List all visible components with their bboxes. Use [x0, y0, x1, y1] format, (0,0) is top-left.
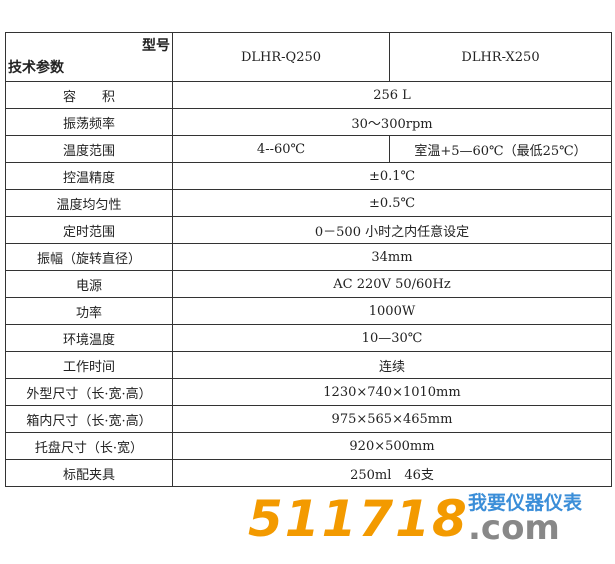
row-label: 功率	[5, 297, 173, 325]
row-label: 振幅（旋转直径）	[5, 243, 173, 271]
logo-chinese: 我要仪器仪表	[468, 492, 583, 514]
table-row: 电源 AC 220V 50/60Hz	[5, 270, 612, 298]
row-value: 34mm	[172, 243, 612, 271]
row-value: 30～300rpm	[172, 108, 612, 136]
row-value-x250: 室温+5—60℃（最低25℃）	[389, 135, 612, 163]
table-row: 箱内尺寸（长·宽·高） 975×565×465mm	[5, 405, 612, 433]
logo-domain: .com	[468, 508, 560, 548]
logo-number: 511718	[248, 490, 469, 548]
table-row: 托盘尺寸（长·宽） 920×500mm	[5, 432, 612, 460]
row-label: 标配夹具	[5, 459, 173, 487]
row-value: 1000W	[172, 297, 612, 325]
row-label: 环境温度	[5, 324, 173, 352]
table-row: 功率 1000W	[5, 297, 612, 325]
table-row: 振荡频率 30～300rpm	[5, 108, 612, 136]
row-value: AC 220V 50/60Hz	[172, 270, 612, 298]
header-corner-cell: 型号 技术参数	[5, 32, 173, 82]
row-value: 0－500 小时之内任意设定	[172, 216, 612, 244]
table-row: 温度均匀性 ±0.5℃	[5, 189, 612, 217]
model-label: 型号	[142, 38, 170, 54]
table-row: 温度范围 4--60℃ 室温+5—60℃（最低25℃）	[5, 135, 612, 163]
row-label: 托盘尺寸（长·宽）	[5, 432, 173, 460]
table-row: 定时范围 0－500 小时之内任意设定	[5, 216, 612, 244]
param-label: 技术参数	[8, 60, 64, 76]
model-q250: DLHR-Q250	[172, 32, 390, 82]
row-value-q250: 4--60℃	[172, 135, 390, 163]
table-row: 标配夹具 250ml 46支	[5, 459, 612, 487]
row-value: 连续	[172, 351, 612, 379]
row-value: ±0.5℃	[172, 189, 612, 217]
table-row: 振幅（旋转直径） 34mm	[5, 243, 612, 271]
row-value: 250ml 46支	[172, 459, 612, 487]
table-row: 外型尺寸（长·宽·高） 1230×740×1010mm	[5, 378, 612, 406]
row-value: 1230×740×1010mm	[172, 378, 612, 406]
header-row: 型号 技术参数 DLHR-Q250 DLHR-X250	[5, 32, 612, 82]
table-row: 工作时间 连续	[5, 351, 612, 379]
row-label: 箱内尺寸（长·宽·高）	[5, 405, 173, 433]
row-value: 975×565×465mm	[172, 405, 612, 433]
row-label: 控温精度	[5, 162, 173, 190]
row-value: ±0.1℃	[172, 162, 612, 190]
table-row: 容 积 256 L	[5, 81, 612, 109]
spec-table: 型号 技术参数 DLHR-Q250 DLHR-X250 容 积 256 L 振荡频率…	[5, 32, 612, 487]
model-x250: DLHR-X250	[389, 32, 612, 82]
row-value: 920×500mm	[172, 432, 612, 460]
row-label: 温度均匀性	[5, 189, 173, 217]
row-label: 容 积	[5, 81, 173, 109]
table-row: 控温精度 ±0.1℃	[5, 162, 612, 190]
row-label: 外型尺寸（长·宽·高）	[5, 378, 173, 406]
row-label: 定时范围	[5, 216, 173, 244]
row-label: 电源	[5, 270, 173, 298]
watermark-logo: 511718 我要仪器仪表 .com	[248, 490, 598, 550]
row-label: 温度范围	[5, 135, 173, 163]
row-label: 振荡频率	[5, 108, 173, 136]
row-label: 工作时间	[5, 351, 173, 379]
row-value: 10—30℃	[172, 324, 612, 352]
row-value: 256 L	[172, 81, 612, 109]
table-row: 环境温度 10—30℃	[5, 324, 612, 352]
